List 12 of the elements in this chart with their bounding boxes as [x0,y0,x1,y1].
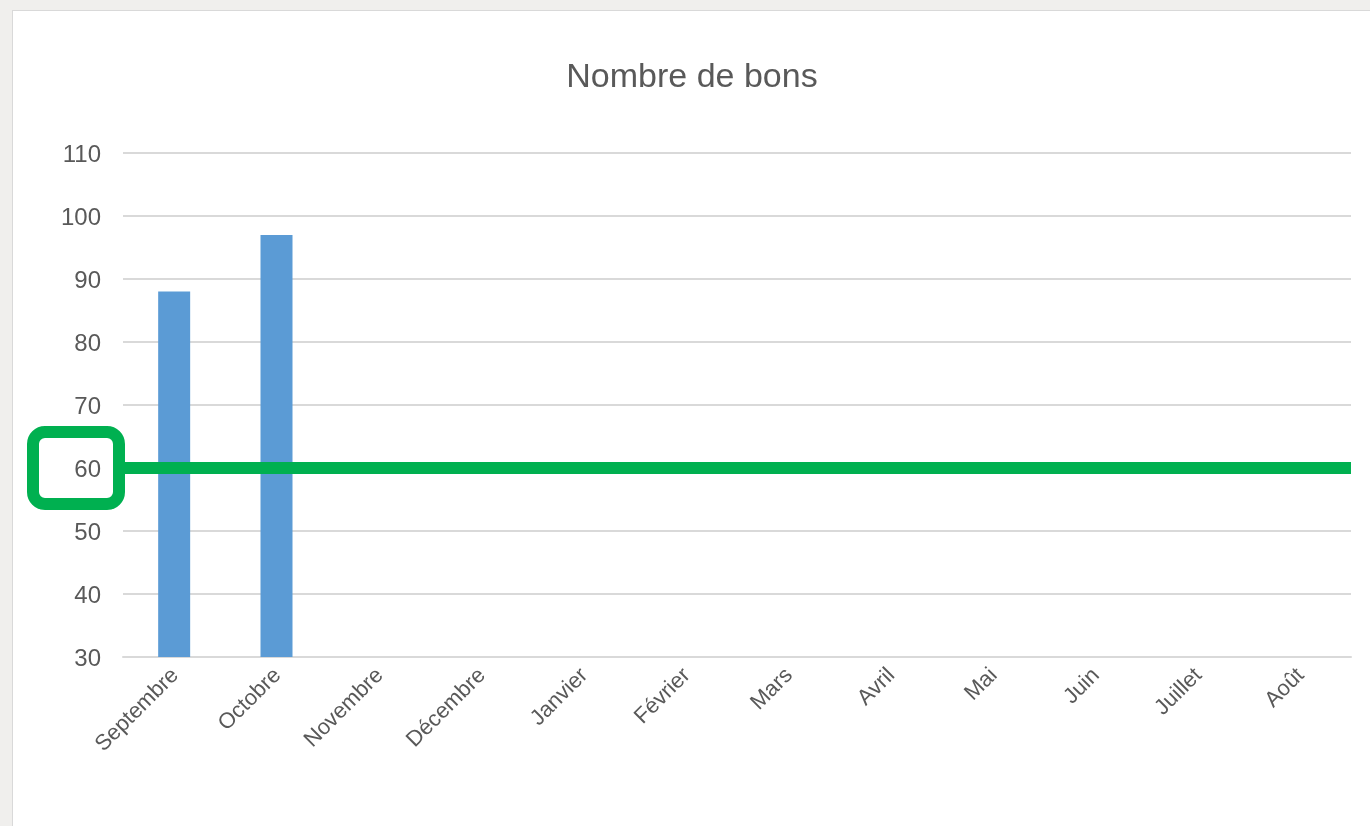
y-tick-label: 90 [74,265,101,293]
x-tick-label: Juin [1057,662,1105,709]
y-tick-label: 70 [74,391,101,419]
y-tick-label: 100 [60,202,101,230]
y-tick-label: 40 [74,580,101,608]
y-tick-label: 30 [74,643,101,671]
y-tick-label: 110 [62,139,101,167]
y-tick-label: 60 [74,454,101,482]
y-tick-label: 50 [74,517,101,545]
chart-title: Nombre de bons [566,56,818,94]
y-tick-label: 80 [74,328,101,356]
x-tick-label: Mai [958,662,1002,705]
